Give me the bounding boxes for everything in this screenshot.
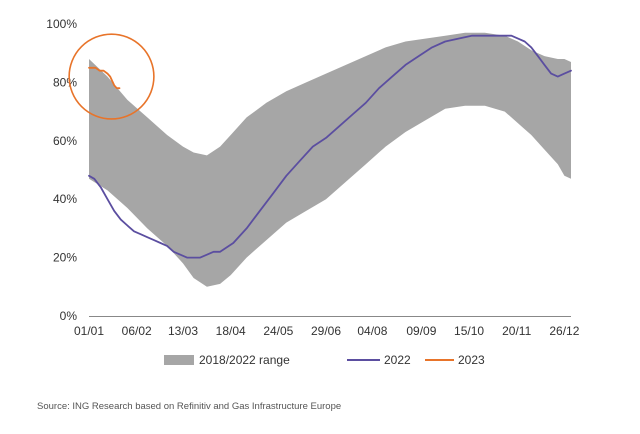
series-range-area [89,32,571,287]
range-area-layer [89,32,571,287]
x-tick-label: 01/01 [74,324,104,338]
y-axis-labels: 0% 20% 40% 60% 80% 100% [46,17,77,323]
y-tick-label: 60% [53,134,77,148]
x-tick-label: 09/09 [406,324,436,338]
annotation-layer [68,33,155,120]
series-line-2022 [88,34,572,259]
legend-swatch-range [164,355,194,365]
x-tick-label: 13/03 [168,324,198,338]
x-tick-label: 24/05 [263,324,293,338]
series-line-2023 [88,66,121,90]
x-tick-label: 29/06 [311,324,341,338]
lines-layer [88,34,572,259]
y-tick-label: 0% [60,309,78,323]
source-note: Source: ING Research based on Refinitiv … [37,401,342,412]
y-tick-label: 80% [53,75,77,89]
legend: 2018/2022 range 2022 2023 [164,353,485,367]
legend-label-2022: 2022 [384,353,411,367]
y-tick-label: 100% [46,17,77,31]
x-tick-label: 18/04 [216,324,246,338]
x-tick-label: 15/10 [454,324,484,338]
y-tick-label: 40% [53,192,77,206]
legend-label-2023: 2023 [458,353,485,367]
highlight-circle [68,33,155,120]
legend-label-range: 2018/2022 range [199,353,290,367]
y-tick-label: 20% [53,251,77,265]
x-tick-label: 06/02 [122,324,152,338]
x-tick-label: 26/12 [549,324,579,338]
x-tick-label: 20/11 [502,324,531,338]
x-axis-labels: 01/01 06/02 13/03 18/04 24/05 29/06 04/08 09/09… [74,324,580,338]
x-tick-label: 04/08 [357,324,387,338]
